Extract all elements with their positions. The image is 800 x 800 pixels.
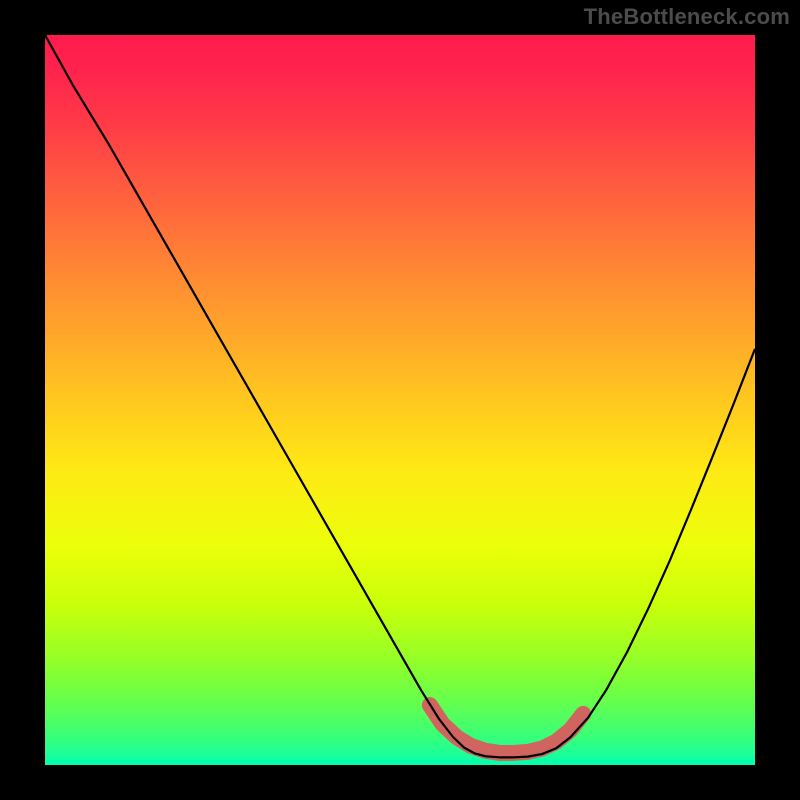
plot-frame <box>45 35 755 765</box>
bottleneck-curve <box>45 35 755 765</box>
curve-line <box>45 35 755 757</box>
watermark-text: TheBottleneck.com <box>584 4 790 30</box>
chart-stage: TheBottleneck.com <box>0 0 800 800</box>
